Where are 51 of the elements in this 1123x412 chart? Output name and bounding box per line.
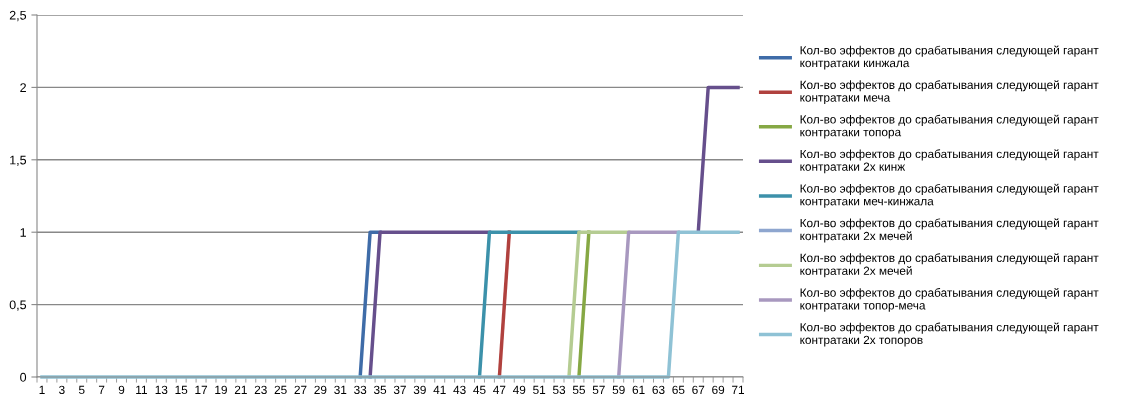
x-tick-label: 1 bbox=[39, 385, 45, 394]
legend-label: Кол-во эффектов до срабатывания следующей гарант контратаки 2х мечей bbox=[800, 253, 1099, 278]
x-tick-label: 57 bbox=[592, 385, 605, 394]
x-tick-label: 19 bbox=[215, 385, 227, 394]
x-tick-label: 23 bbox=[254, 385, 267, 394]
x-tick-label: 59 bbox=[612, 385, 625, 394]
y-tick-label: 2 bbox=[20, 83, 26, 92]
legend-label: Кол-во эффектов до срабатывания следующей гарант контратаки 2х мечей bbox=[800, 218, 1099, 243]
legend-label: Кол-во эффектов до срабатывания следующей гарант контратаки 2х топоров bbox=[800, 322, 1099, 347]
legend-label: Кол-во эффектов до срабатывания следующей гарант контратаки 2х кинж bbox=[800, 149, 1099, 174]
y-tick-label: 1,5 bbox=[10, 155, 27, 166]
x-tick-label: 29 bbox=[314, 385, 327, 394]
x-tick-label: 49 bbox=[512, 385, 526, 394]
x-tick-label: 3 bbox=[59, 385, 65, 394]
y-tick-label: 2,5 bbox=[9, 10, 27, 22]
x-tick-label: 37 bbox=[393, 385, 406, 394]
x-tick-label: 61 bbox=[632, 385, 645, 394]
x-tick-label: 9 bbox=[118, 385, 125, 394]
x-tick-label: 41 bbox=[433, 385, 446, 394]
x-tick-label: 21 bbox=[234, 385, 247, 394]
y-tick-label: 0 bbox=[20, 372, 27, 382]
x-tick-label: 13 bbox=[155, 385, 168, 394]
x-tick-label: 63 bbox=[652, 385, 665, 394]
x-tick-label: 69 bbox=[712, 385, 725, 394]
x-tick-label: 45 bbox=[473, 385, 486, 394]
x-tick-label: 27 bbox=[294, 385, 307, 394]
y-tick-label: 1 bbox=[20, 228, 26, 237]
legend-label: Кол-во эффектов до срабатывания следующей гарант контратаки топор-меча bbox=[800, 287, 1099, 312]
x-tick-label: 5 bbox=[78, 385, 85, 394]
x-tick-label: 17 bbox=[195, 385, 208, 394]
x-tick-label: 33 bbox=[354, 385, 367, 394]
x-tick-label: 53 bbox=[552, 385, 566, 394]
legend-label: Кол-во эффектов до срабатывания следующей гарант контратаки меча bbox=[800, 80, 1099, 105]
x-tick-label: 71 bbox=[732, 385, 745, 394]
x-tick-label: 65 bbox=[672, 385, 685, 394]
legend-label: Кол-во эффектов до срабатывания следующей гарант контратаки кинжала bbox=[800, 45, 1099, 70]
x-tick-label: 47 bbox=[493, 385, 506, 394]
x-tick-label: 7 bbox=[98, 385, 105, 394]
x-tick-label: 25 bbox=[274, 385, 287, 394]
x-tick-label: 11 bbox=[136, 385, 147, 394]
x-tick-label: 55 bbox=[572, 385, 585, 394]
x-tick-label: 31 bbox=[334, 385, 347, 394]
x-tick-label: 35 bbox=[373, 385, 387, 394]
x-tick-label: 51 bbox=[533, 385, 546, 394]
x-tick-label: 43 bbox=[453, 385, 466, 394]
x-tick-label: 67 bbox=[692, 385, 705, 394]
legend-label: Кол-во эффектов до срабатывания следующей гарант контратаки меч-кинжала bbox=[800, 183, 1099, 208]
legend-label: Кол-во эффектов до срабатывания следующей гарант контратаки топора bbox=[800, 114, 1099, 139]
x-tick-label: 15 bbox=[175, 385, 188, 394]
x-tick-label: 39 bbox=[413, 385, 426, 394]
y-tick-label: 0,5 bbox=[9, 300, 27, 311]
